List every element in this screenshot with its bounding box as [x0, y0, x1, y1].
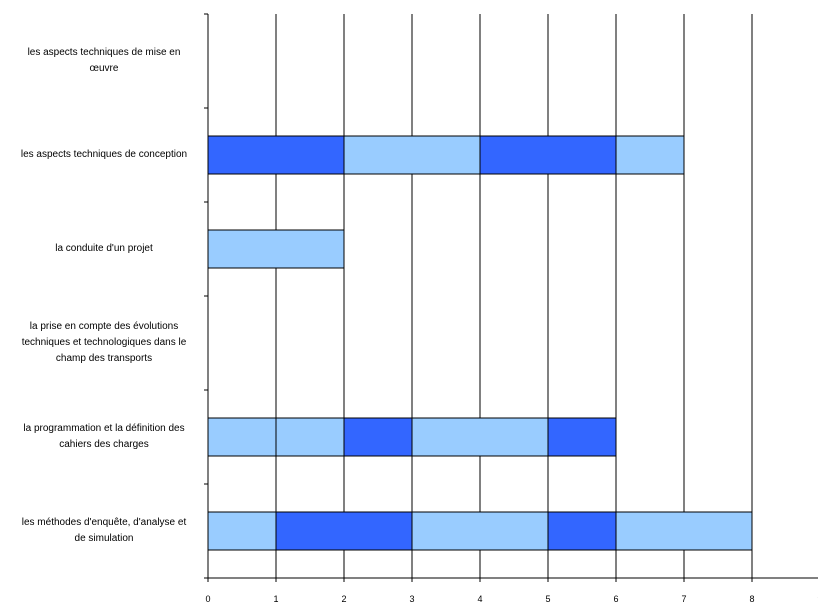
bar-segment-4-4 — [547, 417, 617, 457]
category-label: la programmation et la définition des cah… — [6, 397, 202, 477]
category-label-line: œuvre — [89, 63, 119, 74]
bar-segment-5-3 — [547, 511, 617, 551]
bar-segment-4-3 — [411, 417, 549, 457]
category-label-line: la prise en compte des évolutions — [29, 321, 179, 332]
category-label: la conduite d'un projet — [6, 209, 202, 289]
category-label: la prise en compte des évolutions techniq… — [6, 303, 202, 383]
category-label-line: techniques et technologiques dans le — [21, 337, 187, 348]
bar-segment-4-1 — [275, 417, 345, 457]
bar-segment-5-1 — [275, 511, 413, 551]
bar-segment-5-4 — [615, 511, 753, 551]
category-label-line: la programmation et la définition des — [23, 423, 185, 434]
bar-segment-1-2 — [479, 135, 617, 175]
x-tick-label-3: 3 — [409, 594, 414, 604]
bar-segment-1-0 — [207, 135, 345, 175]
category-label-line: cahiers des charges — [59, 439, 149, 450]
bar-segment-1-3 — [615, 135, 685, 175]
x-tick-label-7: 7 — [681, 594, 686, 604]
x-tick-label-6: 6 — [613, 594, 618, 604]
bar-segment-5-0 — [207, 511, 277, 551]
category-label-line: les aspects techniques de mise en — [27, 47, 181, 58]
category-label-line: champ des transports — [55, 353, 153, 364]
category-label-line: de simulation — [74, 533, 134, 544]
x-tick-label-5: 5 — [545, 594, 550, 604]
category-label-line: les méthodes d'enquête, d'analyse et — [21, 517, 187, 528]
category-label-line: la conduite d'un projet — [55, 243, 153, 254]
category-label-line: les aspects techniques de conception — [20, 149, 188, 160]
bar-segment-5-2 — [411, 511, 549, 551]
category-label: les aspects techniques de mise en œuvre — [6, 21, 202, 101]
x-tick-label-8: 8 — [749, 594, 754, 604]
bar-segment-4-0 — [207, 417, 277, 457]
category-label: les aspects techniques de conception — [6, 115, 202, 195]
x-tick-label-4: 4 — [477, 594, 482, 604]
category-label: les méthodes d'enquête, d'analyse et de s… — [6, 491, 202, 571]
x-tick-label-1: 1 — [273, 594, 278, 604]
bar-segment-4-2 — [343, 417, 413, 457]
bar-segment-1-1 — [343, 135, 481, 175]
bar-segment-2-0 — [207, 229, 345, 269]
x-tick-label-0: 0 — [205, 594, 210, 604]
x-tick-label-2: 2 — [341, 594, 346, 604]
